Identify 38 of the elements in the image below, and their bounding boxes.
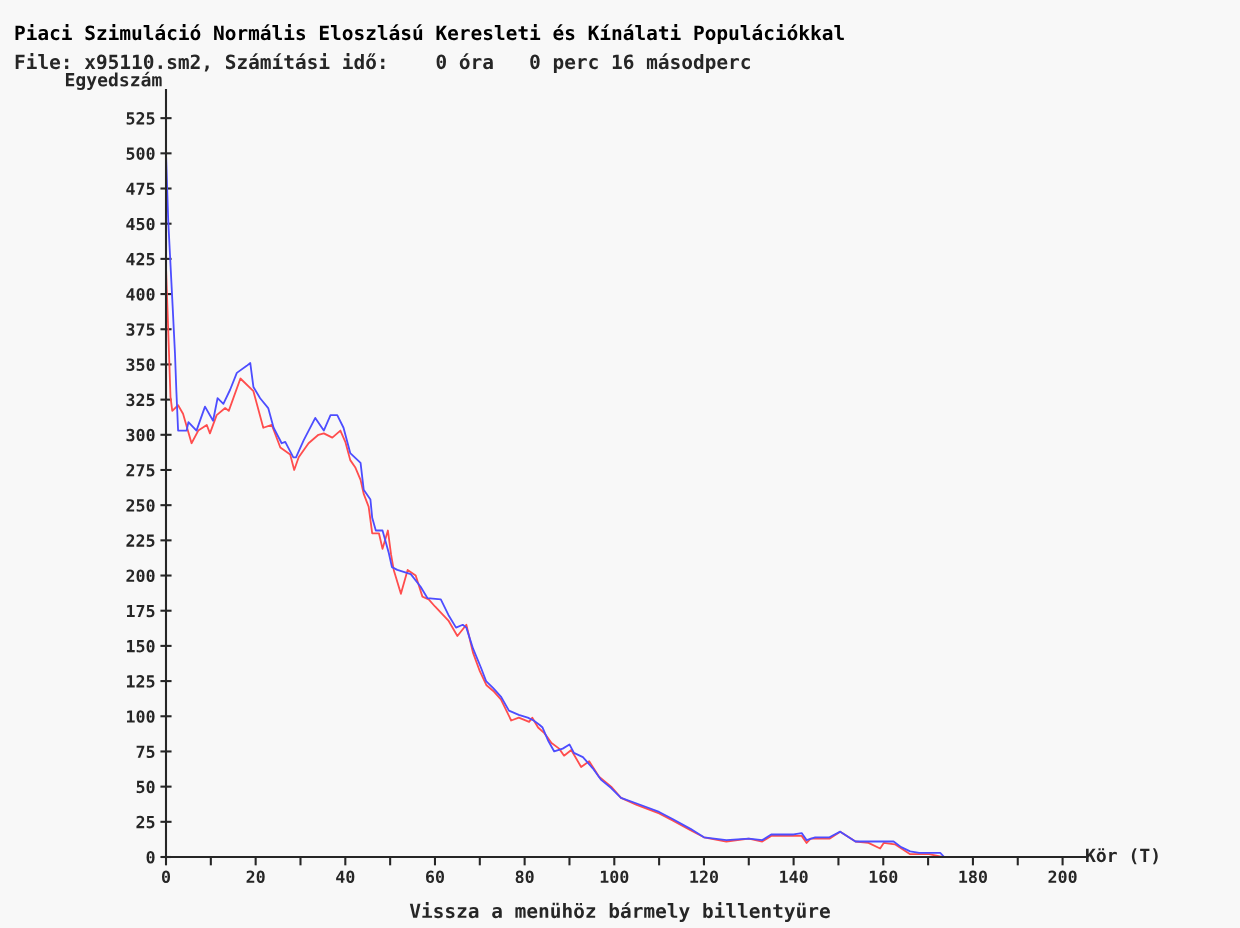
x-tick-label: 200 <box>1048 870 1077 884</box>
y-tick-label: 450 <box>126 217 155 231</box>
y-tick-label: 275 <box>126 463 155 477</box>
y-tick-label: 400 <box>126 288 155 301</box>
text: Vissza a menühöz bármely billentyüre <box>409 902 830 922</box>
y-tick-label: 125 <box>127 675 155 688</box>
y-tick-label: 300 <box>126 428 155 442</box>
x-tick-label: 0 <box>161 870 171 884</box>
chart-subtitle: File: x95110.sm2, Számítási idő: 0 óra 0 perc 16 másodperc <box>15 53 750 73</box>
y-tick-label: 200 <box>126 569 155 583</box>
chart-title: Piaci Szimuláció Normális Eloszlású Keresleti és Kínálati Populációkkal <box>15 24 844 44</box>
y-tick-label: 325 <box>126 393 155 407</box>
y-tick-label: 350 <box>126 358 155 371</box>
x-tick-label: 40 <box>336 870 355 884</box>
y-tick-label: 250 <box>126 499 155 512</box>
y-tick-label: 475 <box>126 182 155 196</box>
x-tick-label: 180 <box>959 870 987 884</box>
y-tick-label: 150 <box>127 639 155 653</box>
y-tick-label: 500 <box>126 147 155 160</box>
x-tick-label: 80 <box>515 870 534 884</box>
y-tick-label: 175 <box>127 604 155 618</box>
x-tick-label: 120 <box>690 870 718 884</box>
y-axis-title: Egyedszám <box>65 71 162 90</box>
y-tick-label: 50 <box>136 780 155 794</box>
x-tick-label: 140 <box>780 870 808 884</box>
y-tick-label: 75 <box>136 745 155 759</box>
x-tick-label: 100 <box>600 870 629 884</box>
x-tick-label: 160 <box>869 870 898 884</box>
x-tick-label: 60 <box>426 870 445 884</box>
y-tick-label: 225 <box>126 534 155 547</box>
x-axis-title: Kör (T) <box>1086 848 1158 865</box>
y-tick-label: 525 <box>126 112 155 125</box>
y-tick-label: 25 <box>136 815 155 829</box>
x-tick-label: 20 <box>246 870 265 884</box>
y-tick-label: 425 <box>126 252 155 266</box>
y-tick-label: 100 <box>127 710 155 723</box>
y-tick-label: 375 <box>126 323 155 336</box>
y-tick-label: 0 <box>146 850 155 864</box>
